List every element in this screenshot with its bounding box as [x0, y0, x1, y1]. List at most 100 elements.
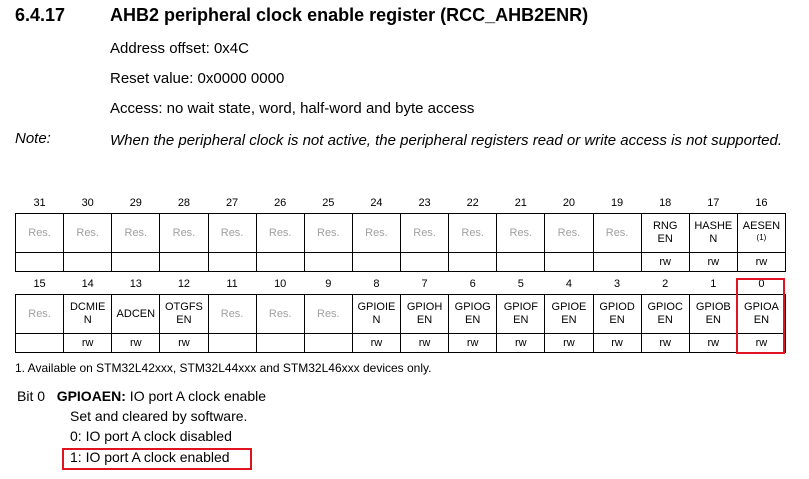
reserved-field: Res. [255, 213, 305, 253]
bit-number: 13 [129, 278, 142, 290]
field-name-text: EN [561, 314, 577, 326]
access-cell [159, 252, 209, 272]
field-name-text: GPIOB [695, 301, 731, 313]
field-name-text: EN [465, 314, 481, 326]
field-name-text: GPIOIE [357, 301, 396, 313]
register-table-upper: 31 30 29 28 27 26 25 24 23 22 21 20 19 18 17 16 Res. Res… [14, 194, 787, 272]
bit-number: 7 [421, 278, 428, 290]
reserved-field: Res. [207, 294, 257, 334]
bit-number: 14 [81, 278, 94, 290]
bit-number: 26 [274, 197, 287, 209]
register-field: GPIOE EN [544, 294, 594, 334]
bit-number-row: 31 30 29 28 27 26 25 24 23 22 21 20 19 18 17 16 [16, 194, 786, 214]
bit-number: 2 [662, 278, 669, 290]
field-name-text: EN [513, 314, 529, 326]
bit-number: 23 [418, 197, 431, 209]
field-name-row: Res. DCMIE N ADCEN OTGFS EN Res. Res. Res. GPIOIE… [14, 294, 787, 334]
field-name-text: Res. [557, 226, 581, 239]
bit-number: 10 [274, 278, 287, 290]
field-name-text: EN [705, 314, 721, 326]
bit-number: 19 [610, 197, 624, 209]
bit-label: Bit 0 [17, 388, 46, 404]
note-label: Note: [15, 130, 51, 147]
bit-number: 15 [33, 278, 46, 290]
field-name-text: Res. [509, 226, 533, 239]
field-name-text: EN [657, 314, 673, 326]
access-cell [544, 252, 594, 272]
access-cell [63, 252, 113, 272]
bit-desc-line-3: 1: IO port A clock enabled [70, 449, 230, 465]
reserved-field: Res. [399, 213, 450, 253]
field-name-text: GPIOA [744, 301, 779, 313]
register-field: GPIOC EN [640, 294, 690, 334]
register-field: OTGFS EN [159, 294, 209, 334]
register-field: GPIOG EN [448, 294, 498, 334]
register-field: RNG EN [640, 213, 690, 253]
register-field: GPIOA EN [736, 294, 787, 334]
reserved-field: Res. [14, 213, 65, 253]
bit-number: 28 [177, 197, 191, 209]
register-field: DCMIE N [63, 294, 113, 334]
field-name-text: Res. [317, 307, 340, 320]
reserved-field: Res. [63, 213, 113, 253]
reserved-field: Res. [351, 213, 402, 253]
bit-number: 31 [33, 197, 46, 209]
bit-number: 24 [370, 197, 383, 209]
access-cell: rw [736, 252, 787, 272]
access-cell: rw [159, 333, 209, 353]
section-title: AHB2 peripheral clock enable register (R… [110, 5, 589, 25]
access-cell [14, 252, 65, 272]
access-cell: rw [448, 333, 498, 353]
bit-description-heading: Bit 0 GPIOAEN: IO port A clock enable [17, 388, 266, 404]
bit-number: 1 [710, 278, 717, 290]
bit-number: 9 [325, 278, 332, 290]
access-cell: rw [688, 252, 738, 272]
register-field: GPIOIE N [351, 294, 402, 334]
access-cell: rw [63, 333, 113, 353]
register-field: AESEN (1) [736, 213, 787, 253]
access-cell: rw [592, 333, 642, 353]
bit-field-title: IO port A clock enable [125, 388, 267, 404]
access-cell [592, 252, 642, 272]
footnote: 1. Available on STM32L42xxx, STM32L44xxx… [15, 361, 432, 375]
bit-number: 30 [81, 197, 94, 209]
bit-number: 0 [758, 278, 765, 290]
section-number: 6.4.17 [15, 5, 66, 25]
field-name-text: N [372, 314, 381, 326]
bit-desc-line-2: 0: IO port A clock disabled [70, 428, 232, 444]
access-cell [207, 333, 257, 353]
field-name-text: EN [753, 314, 770, 326]
field-name-text: Res. [268, 307, 292, 320]
access-cell [399, 252, 450, 272]
reserved-field: Res. [303, 294, 353, 334]
field-name-text: Res. [365, 226, 388, 239]
bit-number: 12 [177, 278, 191, 290]
bit-number: 27 [225, 197, 239, 209]
field-name-text: EN [176, 314, 192, 326]
reserved-field: Res. [544, 213, 594, 253]
field-name-text: HASHE [694, 220, 733, 232]
register-field: ADCEN [111, 294, 161, 334]
bit-number: 21 [514, 197, 527, 209]
access-cell [111, 252, 161, 272]
address-offset: Address offset: 0x4C [110, 40, 249, 57]
access-cell [496, 252, 546, 272]
bit-number-row: 15 14 13 12 11 10 9 8 7 6 5 4 3 2 1 0 [16, 275, 786, 295]
field-name-text: Res. [172, 226, 196, 239]
access-cell [303, 333, 353, 353]
access-cell [448, 252, 498, 272]
access-cell [255, 333, 305, 353]
register-field: GPIOD EN [592, 294, 642, 334]
field-name-text: GPIOH [406, 301, 443, 313]
reserved-field: Res. [496, 213, 546, 253]
field-name-text: GPIOE [551, 301, 587, 313]
access-cell [351, 252, 402, 272]
access-cell: rw [351, 333, 402, 353]
access-cell: rw [544, 333, 594, 353]
access-cell: rw [399, 333, 450, 353]
reserved-field: Res. [448, 213, 498, 253]
access-cell: rw [640, 333, 690, 353]
bit-number: 29 [129, 197, 142, 209]
field-name-text: EN [416, 314, 433, 326]
reserved-field: Res. [303, 213, 353, 253]
